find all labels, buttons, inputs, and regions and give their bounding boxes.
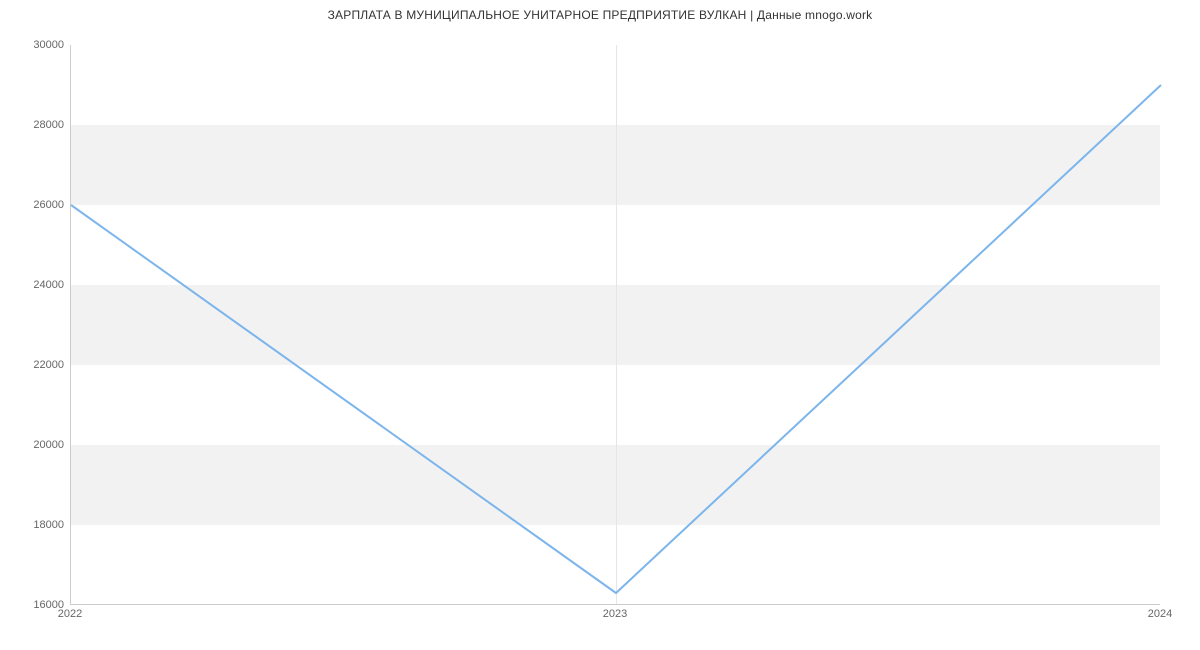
y-tick-label: 24000 xyxy=(4,279,64,291)
chart-title: ЗАРПЛАТА В МУНИЦИПАЛЬНОЕ УНИТАРНОЕ ПРЕДП… xyxy=(0,0,1200,22)
y-tick-label: 16000 xyxy=(4,599,64,611)
y-tick-label: 30000 xyxy=(4,39,64,51)
y-tick-label: 20000 xyxy=(4,439,64,451)
plot-area xyxy=(70,45,1160,605)
y-tick-label: 22000 xyxy=(4,359,64,371)
chart-container: 16000 18000 20000 22000 24000 26000 28000 30000… xyxy=(0,30,1200,640)
y-tick-label: 26000 xyxy=(4,199,64,211)
y-tick-label: 18000 xyxy=(4,519,64,531)
data-line xyxy=(71,85,1161,593)
line-layer xyxy=(71,45,1160,604)
x-tick-label: 2024 xyxy=(1148,608,1172,620)
y-tick-label: 28000 xyxy=(4,119,64,131)
x-tick-label: 2022 xyxy=(58,608,82,620)
x-tick-label: 2023 xyxy=(603,608,627,620)
